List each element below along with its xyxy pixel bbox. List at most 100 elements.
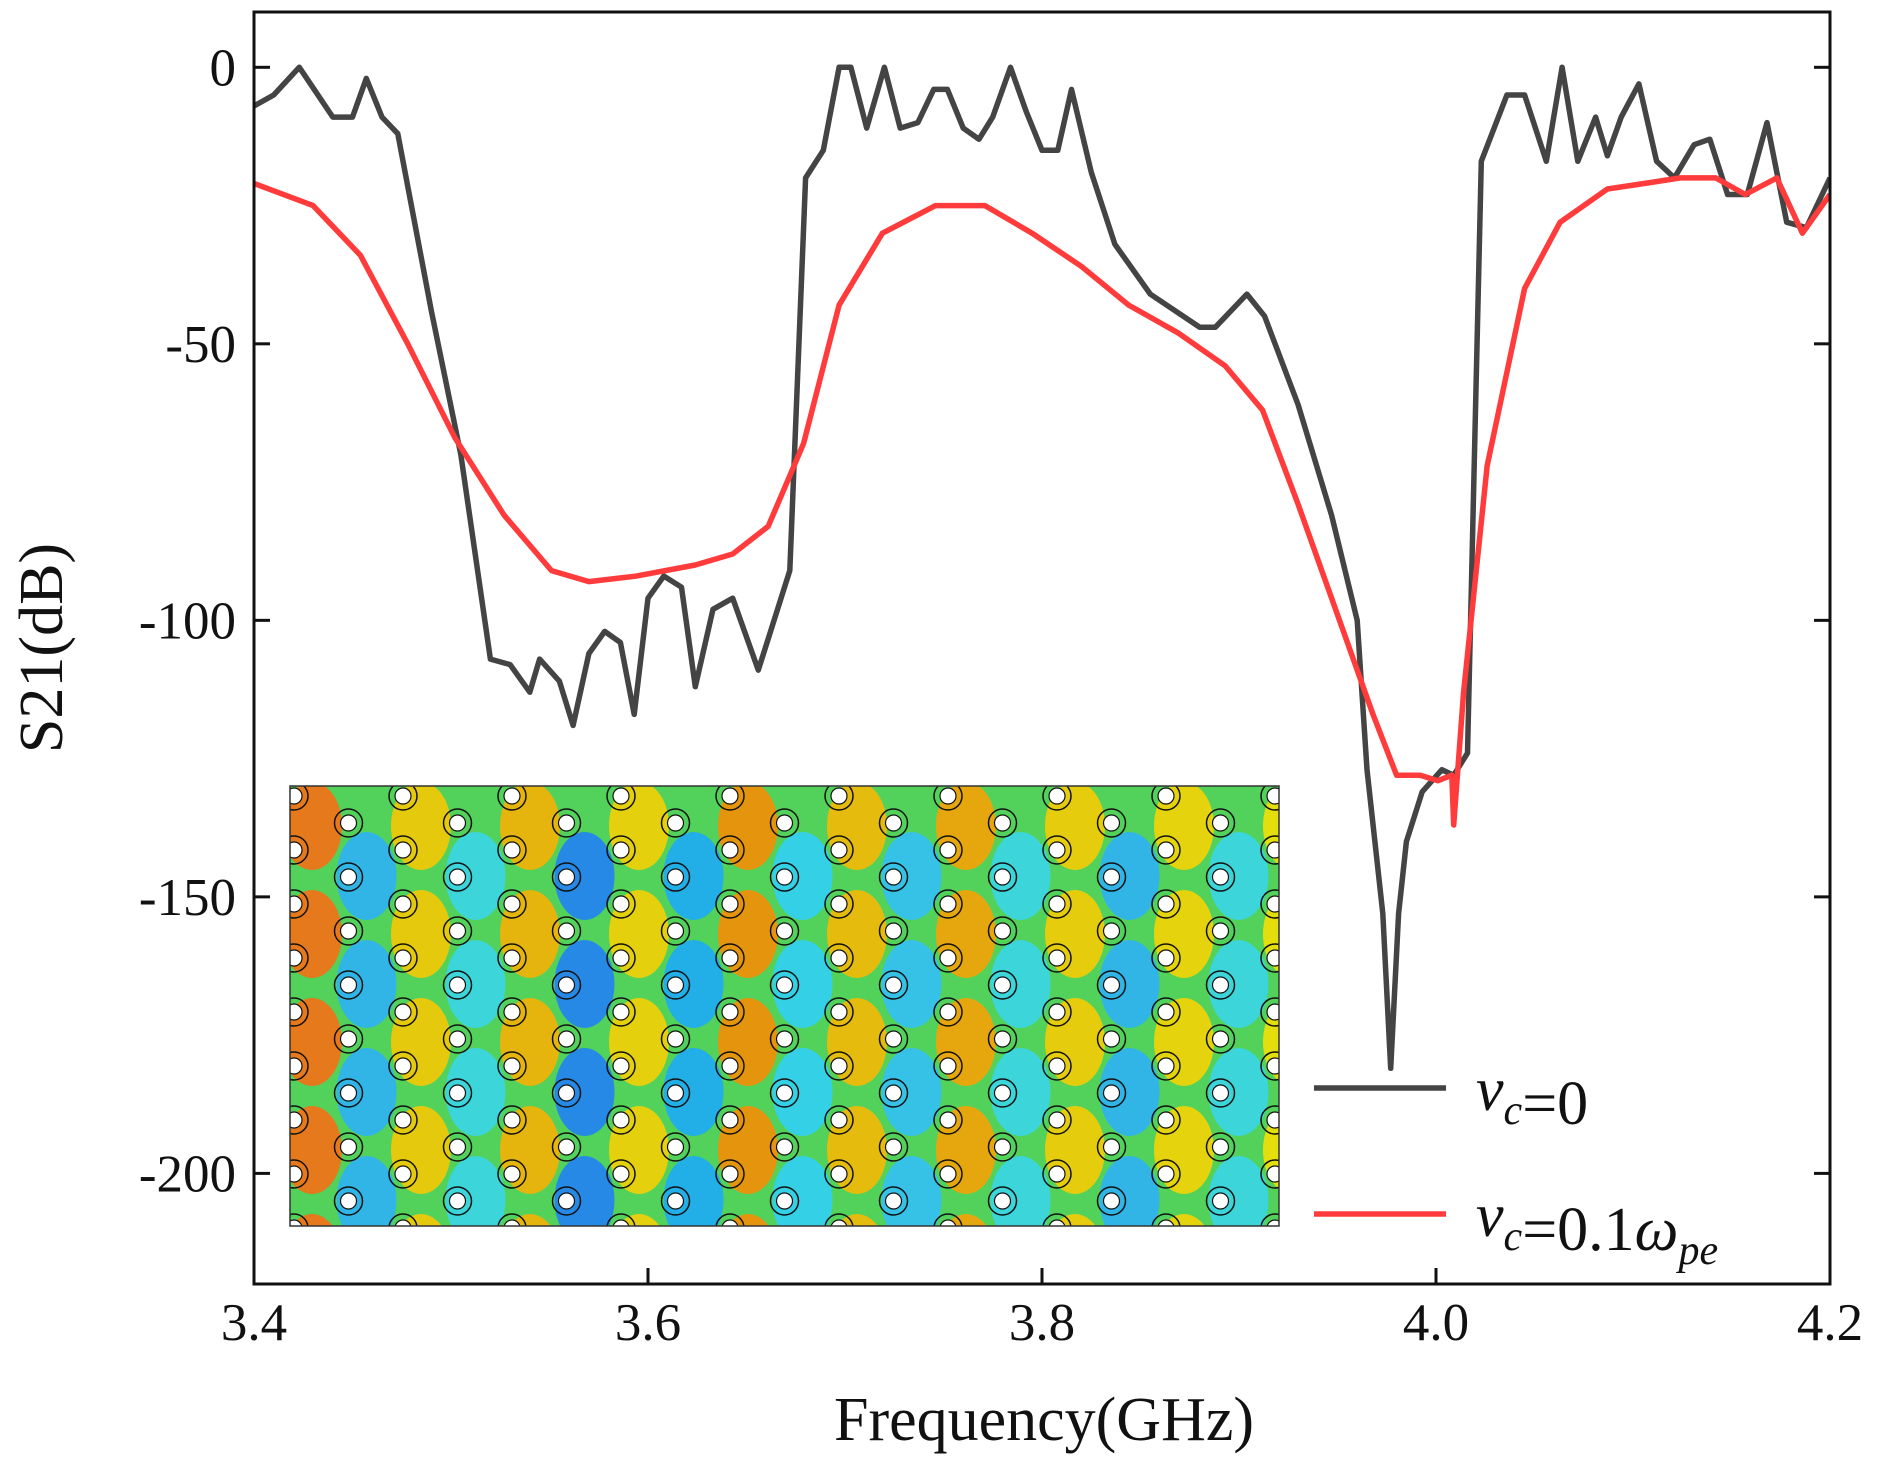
inset-rod (1151, 1105, 1181, 1135)
inset-blob (555, 1264, 615, 1352)
inset-rod (442, 916, 473, 946)
inset-rod (444, 1241, 472, 1269)
inset-rod (1260, 943, 1279, 973)
inset-rod-core (448, 1084, 467, 1102)
inset-rod-core (290, 1057, 303, 1075)
y-tick-label: -150 (139, 869, 236, 927)
inset-rod (933, 1213, 963, 1226)
inset-rod (660, 862, 691, 892)
inset-rod (715, 1105, 745, 1135)
inset-rod (388, 889, 418, 919)
inset-rod-core (939, 1057, 957, 1075)
inset-rod-core (775, 1084, 794, 1102)
inset-rod (1098, 1241, 1126, 1269)
inset-rod (1152, 1268, 1180, 1296)
legend-label: vc=0 (1476, 1056, 1588, 1138)
inset-rod (553, 1295, 581, 1323)
inset-rod-core (830, 1219, 848, 1226)
inset-rod-core (995, 1247, 1011, 1263)
inset-rod (497, 835, 527, 865)
inset-rod (388, 1213, 418, 1226)
inset-rod-core (448, 922, 467, 940)
inset-rod-core (557, 1138, 576, 1156)
inset-rod (1096, 916, 1127, 946)
inset-rod-core (775, 1030, 794, 1048)
inset-blob (881, 940, 942, 1028)
inset-rod (333, 916, 364, 946)
inset-rod-core (557, 814, 576, 832)
inset-rod (1205, 1024, 1236, 1054)
inset-rod-core (448, 1030, 467, 1048)
inset-rod-core (503, 1219, 521, 1226)
inset-rod-core (830, 841, 848, 859)
inset-rod (1151, 786, 1181, 811)
inset-rod-core (1157, 895, 1175, 913)
inset-rod-core (503, 841, 521, 859)
inset-rod-core (1266, 841, 1279, 859)
series-line (254, 64, 1830, 1072)
inset-rod-core (884, 814, 903, 832)
inset-rod (1098, 1295, 1126, 1323)
inset-rod-core (777, 1301, 793, 1317)
inset-rod (660, 808, 691, 838)
inset-blob (1209, 1264, 1269, 1352)
x-tick-label: 3.4 (221, 1294, 287, 1352)
inset-rod-core (1211, 1138, 1230, 1156)
inset-rod-core (1102, 976, 1121, 994)
inset-rod-core (1102, 1192, 1121, 1210)
inset-rod-core (1157, 841, 1175, 859)
inset-rod (1042, 1213, 1072, 1226)
y-tick-label: -200 (139, 1145, 236, 1203)
inset-blob (336, 1048, 397, 1136)
inset-rod-core (884, 1030, 903, 1048)
inset-rod (824, 786, 854, 811)
inset-rod (280, 1268, 308, 1296)
inset-rod (333, 970, 364, 1000)
inset-rod (498, 1268, 526, 1296)
inset-rod-core (1213, 1247, 1229, 1263)
inset-rod-core (1157, 1165, 1175, 1183)
inset-rod-core (394, 787, 412, 805)
inset-rod (606, 1159, 636, 1189)
inset-rod (880, 1295, 908, 1323)
inset-rod-core (1211, 1030, 1230, 1048)
inset-rod-core (394, 1219, 412, 1226)
inset-rod-core (557, 1030, 576, 1048)
inset-blob (1099, 940, 1160, 1028)
inset-rod (497, 943, 527, 973)
inset-blob (1208, 832, 1269, 920)
inset-rod (444, 1295, 472, 1323)
inset-rod (1260, 835, 1279, 865)
inset-rod (989, 1241, 1017, 1269)
inset-rod (442, 808, 473, 838)
inset-rod-core (448, 868, 467, 886)
inset-rod-core (993, 1084, 1012, 1102)
inset-rod (1151, 943, 1181, 973)
inset-blob (663, 940, 724, 1028)
inset-rod (388, 835, 418, 865)
inset-rod-core (721, 949, 739, 967)
inset-rod (987, 970, 1018, 1000)
inset-rod-core (394, 1165, 412, 1183)
inset-rod (551, 970, 582, 1000)
inset-rod-core (1048, 1057, 1066, 1075)
inset-rod (497, 889, 527, 919)
inset-rod (606, 835, 636, 865)
inset-rod-core (612, 787, 630, 805)
inset-rod (551, 916, 582, 946)
inset-rod (1205, 1132, 1236, 1162)
inset-rod-core (1158, 1274, 1174, 1290)
inset-rod-core (666, 1192, 685, 1210)
inset-rod-core (993, 922, 1012, 940)
inset-rod-core (884, 868, 903, 886)
inset-rod-core (1048, 841, 1066, 859)
inset-rod (1042, 997, 1072, 1027)
inset-rod-core (1048, 895, 1066, 913)
inset-rod-core (1266, 1219, 1279, 1226)
inset-rod-core (450, 1301, 466, 1317)
inset-rod (1042, 1159, 1072, 1189)
inset-rod (771, 1295, 799, 1323)
inset-rod (878, 1078, 909, 1108)
inset-rod (933, 1105, 963, 1135)
